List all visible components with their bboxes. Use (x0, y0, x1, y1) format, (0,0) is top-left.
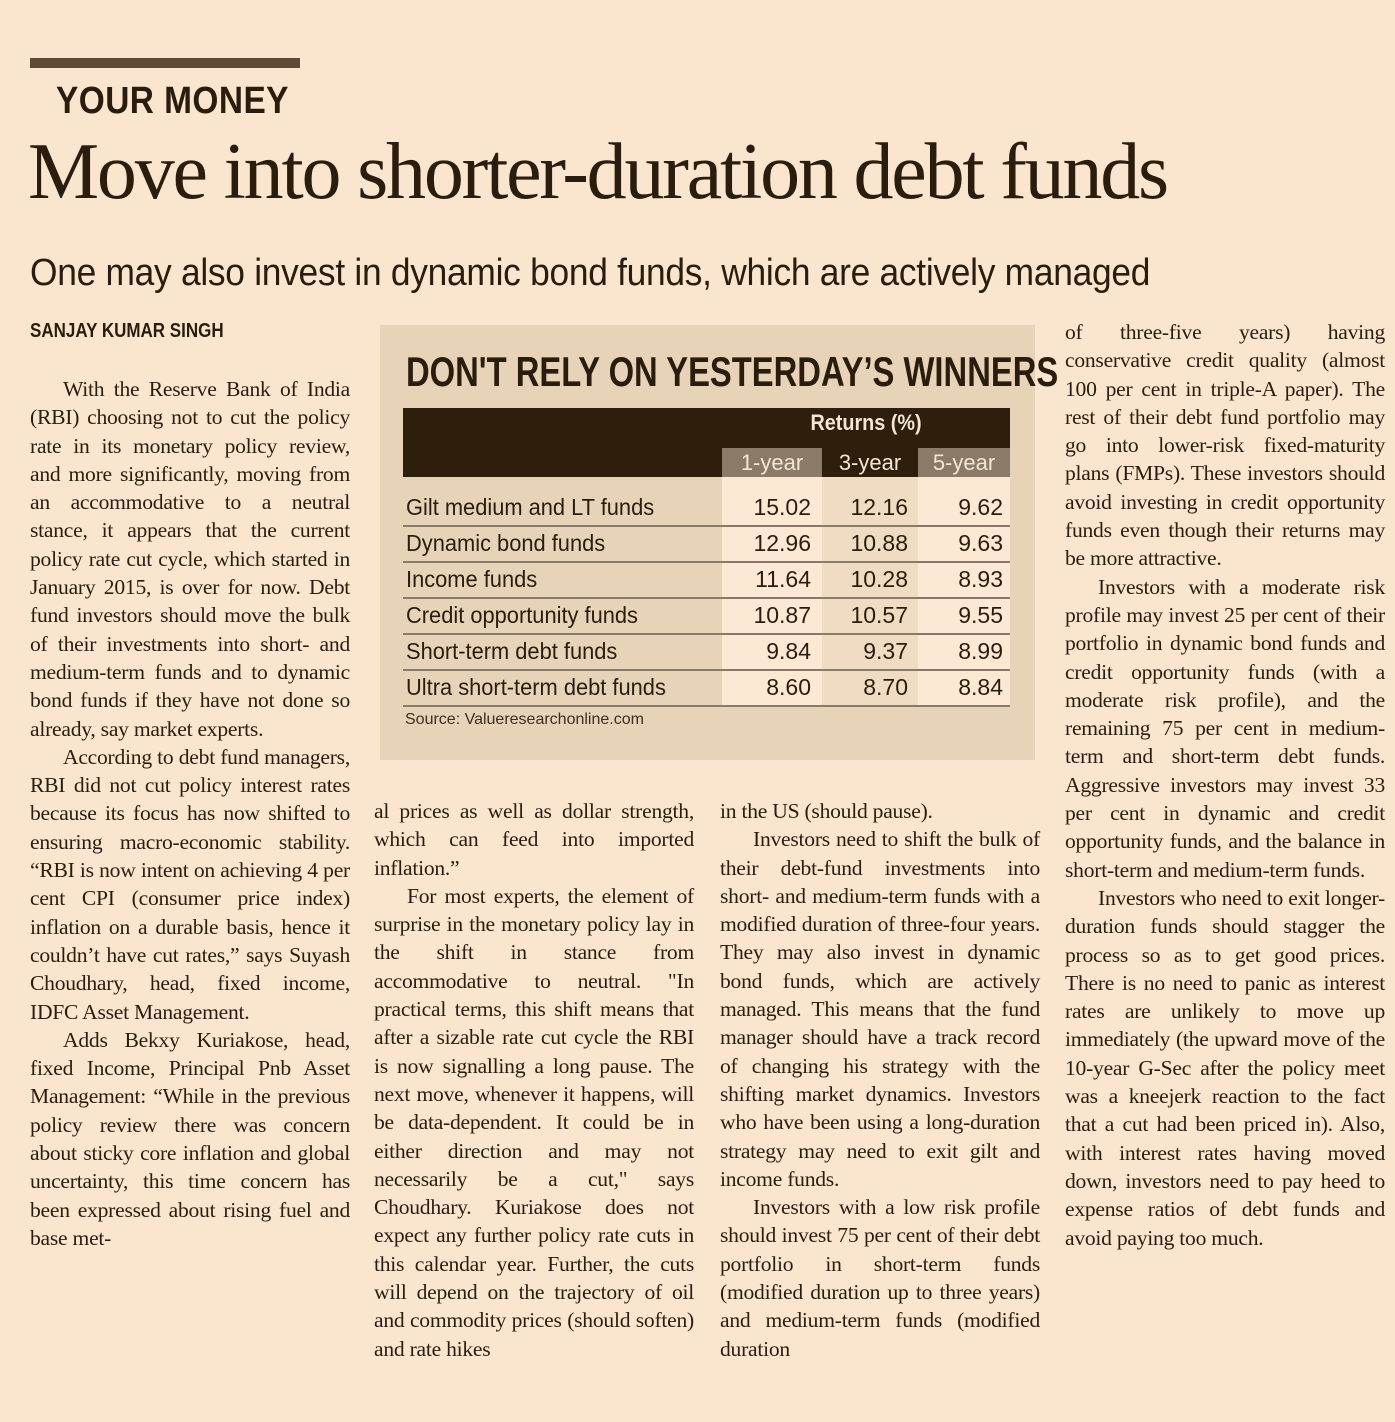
table-source: Source: Valueresearchonline.com (405, 711, 644, 728)
return-value: 12.16 (850, 494, 908, 520)
paragraph: al prices as well as dollar strength, wh… (374, 799, 694, 880)
paragraph: With the Reserve Bank of India (RBI) cho… (30, 377, 350, 741)
table-title: DON'T RELY ON YESTERDAY’S WINNERS (406, 348, 1059, 395)
row-label: Gilt medium and LT funds (406, 494, 655, 520)
return-value: 8.70 (863, 674, 908, 700)
return-value: 10.87 (753, 602, 811, 628)
paragraph: Investors need to shift the bulk of thei… (720, 827, 1040, 1191)
table-row: Dynamic bond funds 12.96 10.88 9.63 (403, 525, 1010, 563)
article-column-1: With the Reserve Bank of India (RBI) cho… (30, 375, 350, 1252)
column-header-3-year: 3-year (822, 448, 918, 477)
return-value: 10.28 (850, 566, 908, 592)
return-value: 9.84 (766, 638, 811, 664)
return-value: 12.96 (753, 530, 811, 556)
column-background (722, 477, 822, 707)
column-header-5-year: 5-year (918, 448, 1010, 477)
table-row: Short-term debt funds 9.84 9.37 8.99 (403, 633, 1010, 671)
return-value: 9.62 (958, 494, 1003, 520)
return-value: 9.37 (863, 638, 908, 664)
byline: SANJAY KUMAR SINGH (30, 320, 224, 342)
return-value: 15.02 (753, 494, 811, 520)
table-row: Income funds 11.64 10.28 8.93 (403, 561, 1010, 599)
subheadline: One may also invest in dynamic bond fund… (30, 252, 1151, 294)
return-value: 10.57 (850, 602, 908, 628)
paragraph: For most experts, the element of surpris… (374, 883, 694, 1361)
column-header-1-year: 1-year (722, 448, 822, 477)
row-label: Short-term debt funds (406, 638, 618, 664)
return-value: 8.99 (958, 638, 1003, 664)
section-rule (30, 58, 300, 68)
paragraph: Investors who need to exit longer-durati… (1065, 885, 1385, 1250)
paragraph: in the US (should pause). (720, 799, 933, 823)
return-value: 11.64 (755, 566, 811, 592)
row-label: Ultra short-term debt funds (406, 674, 666, 700)
return-value: 9.63 (958, 530, 1003, 556)
table-row: Ultra short-term debt funds 8.60 8.70 8.84 (403, 669, 1010, 707)
paragraph: Investors with a low risk profile should… (720, 1195, 1040, 1361)
article-column-4: of three-five years) having conservative… (1065, 318, 1385, 1252)
paragraph: Adds Bekxy Kuriakose, head, fixed Income… (30, 1027, 350, 1250)
column-background (918, 477, 1010, 707)
table-row: Credit opportunity funds 10.87 10.57 9.55 (403, 597, 1010, 635)
article-column-2: al prices as well as dollar strength, wh… (374, 797, 694, 1363)
paragraph: Investors with a moderate risk profile m… (1065, 574, 1385, 882)
table-row: Gilt medium and LT funds 15.02 12.16 9.62 (403, 489, 1010, 527)
paragraph: of three-five years) having conservative… (1065, 320, 1385, 571)
returns-group-header: Returns (%) (810, 410, 922, 435)
return-value: 8.84 (958, 674, 1003, 700)
row-label: Credit opportunity funds (406, 602, 638, 628)
row-label: Income funds (406, 566, 538, 592)
return-value: 10.88 (850, 530, 908, 556)
section-label: YOUR MONEY (56, 80, 289, 122)
article-column-3: in the US (should pause). Investors need… (720, 797, 1040, 1363)
return-value: 8.93 (958, 566, 1003, 592)
column-background (822, 477, 918, 707)
headline: Move into shorter-duration debt funds (28, 128, 1169, 216)
row-label: Dynamic bond funds (406, 530, 606, 556)
return-value: 9.55 (958, 602, 1003, 628)
return-value: 8.60 (766, 674, 811, 700)
paragraph: According to debt fund managers, RBI did… (30, 744, 350, 1024)
